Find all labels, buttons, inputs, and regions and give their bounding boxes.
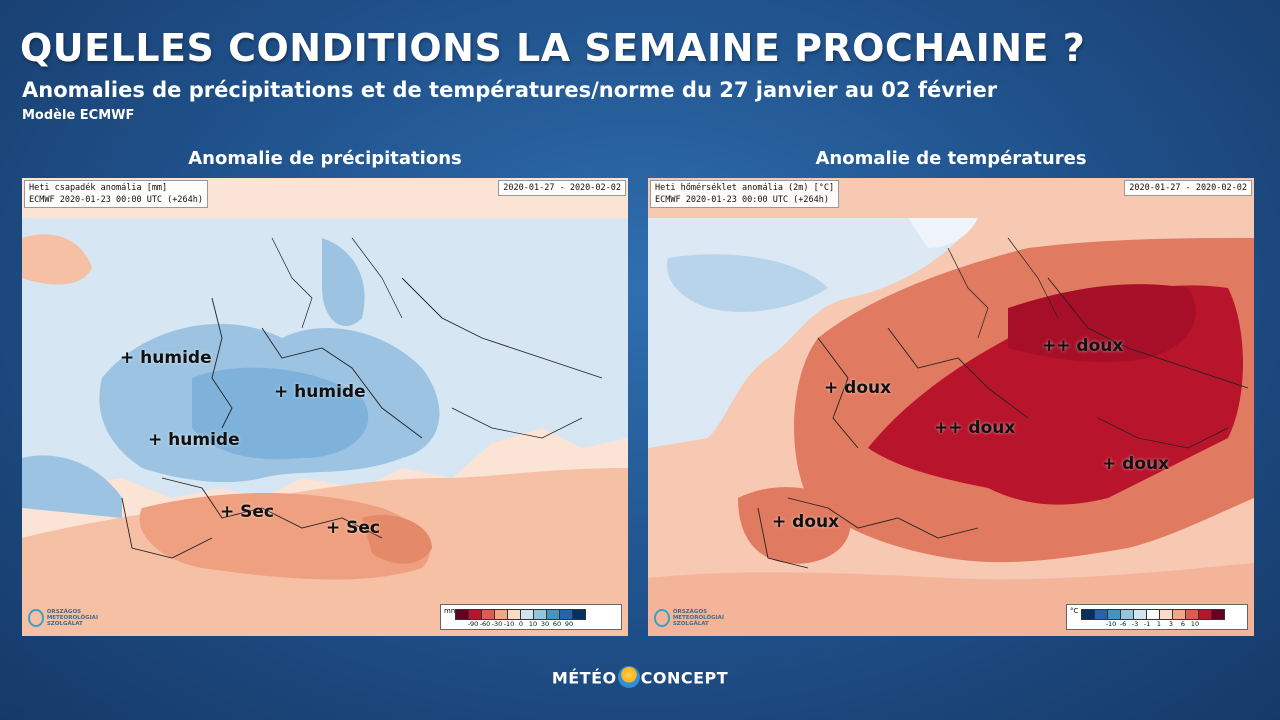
legend-swatch [1212, 609, 1225, 620]
temp-legend-colorbar [1081, 609, 1225, 620]
legend-swatch [495, 609, 508, 620]
legend-swatch [521, 609, 534, 620]
legend-tick-label: 1 [1156, 620, 1162, 628]
legend-tick-label: 90 [564, 620, 574, 628]
brand-part2: CONCEPT [640, 668, 729, 688]
precip-legend-unit: mm [444, 607, 458, 615]
precip-panel-title: Anomalie de précipitations [188, 148, 462, 169]
legend-swatch [482, 609, 495, 620]
legend-swatch [1199, 609, 1212, 620]
precip-legend-colorbar [455, 609, 586, 620]
page-title: QUELLES CONDITIONS LA SEMAINE PROCHAINE … [20, 26, 1086, 70]
legend-swatch [1186, 609, 1199, 620]
temp-legend: °C -10 -6 -3 -1 1 3 6 10 [1066, 604, 1248, 630]
precip-annotation-france: + humide [148, 430, 240, 450]
legend-tick-label: 3 [1168, 620, 1174, 628]
logo-text-line3: SZOLGÁLAT [46, 621, 83, 627]
model-label: Modèle ECMWF [22, 108, 135, 123]
temp-annotation-iberia: + doux [772, 512, 840, 532]
omsz-logo-icon [654, 609, 670, 627]
legend-tick-label: 6 [1180, 620, 1186, 628]
temp-annotation-southeast: + doux [1102, 454, 1170, 474]
temp-map-header: Heti hőmérséklet anomália (2m) [°C] ECMW… [650, 180, 840, 208]
legend-swatch [1147, 609, 1160, 620]
precip-date-range: 2020-01-27 - 2020-02-02 [498, 180, 626, 196]
temp-panel-title: Anomalie de températures [815, 148, 1087, 169]
precip-legend: mm -90 -60 -30 -10 0 10 30 60 90 [440, 604, 622, 630]
logo-text-line3: SZOLGÁLAT [672, 621, 709, 627]
legend-swatch [1134, 609, 1147, 620]
legend-swatch [1095, 609, 1108, 620]
omsz-logo: ORSZÁGOS METEOROLÓGIAI SZOLGÁLAT [654, 606, 724, 630]
logo-text-line1: ORSZÁGOS [46, 609, 82, 615]
legend-swatch [1108, 609, 1121, 620]
legend-swatch [547, 609, 560, 620]
legend-tick-label: -1 [1143, 620, 1151, 628]
legend-tick-label: 0 [518, 620, 524, 628]
legend-swatch [469, 609, 482, 620]
omsz-logo: ORSZÁGOS METEOROLÓGIAI SZOLGÁLAT [28, 606, 98, 630]
legend-tick-label: 10 [528, 620, 538, 628]
temp-header-line2: ECMWF 2020-01-23 00:00 UTC (+264h) [655, 195, 829, 205]
precip-annotation-uk: + humide [120, 348, 212, 368]
temp-legend-unit: °C [1070, 607, 1079, 615]
temp-anomaly-map: Heti hőmérséklet anomália (2m) [°C] ECMW… [648, 178, 1254, 636]
legend-tick-label: -60 [479, 620, 491, 628]
legend-swatch [508, 609, 521, 620]
precip-annotation-iberia: + Sec [220, 502, 275, 522]
logo-text-line2: METEOROLÓGIAI [46, 615, 98, 621]
legend-tick-label: 10 [1190, 620, 1200, 628]
temp-map-graphic [648, 178, 1254, 636]
legend-swatch [455, 609, 469, 620]
logo-text-line2: METEOROLÓGIAI [672, 615, 724, 621]
temp-annotation-east: ++ doux [1042, 336, 1124, 356]
legend-swatch [1081, 609, 1095, 620]
legend-swatch [534, 609, 547, 620]
brand-sun-icon [617, 666, 640, 688]
legend-tick-label: -3 [1131, 620, 1139, 628]
legend-tick-label: -6 [1119, 620, 1127, 628]
temp-date-range: 2020-01-27 - 2020-02-02 [1124, 180, 1252, 196]
brand-part1: MÉTÉO [551, 668, 617, 688]
logo-text-line1: ORSZÁGOS [672, 609, 708, 615]
precip-map-header: Heti csapadék anomália [mm] ECMWF 2020-0… [24, 180, 208, 208]
legend-swatch [560, 609, 573, 620]
legend-tick-label: 30 [540, 620, 550, 628]
legend-swatch [573, 609, 586, 620]
meteo-concept-logo: MÉTÉO CONCEPT [0, 666, 1280, 690]
temp-legend-ticks: -10 -6 -3 -1 1 3 6 10 [1081, 620, 1241, 628]
omsz-logo-icon [28, 609, 44, 627]
precip-anomaly-map: Heti csapadék anomália [mm] ECMWF 2020-0… [22, 178, 628, 636]
legend-tick-label: 60 [552, 620, 562, 628]
legend-swatch [1121, 609, 1134, 620]
precip-header-line1: Heti csapadék anomália [mm] [29, 183, 168, 193]
temp-annotation-benelux: + doux [824, 378, 892, 398]
legend-tick-label: -10 [503, 620, 515, 628]
legend-tick-label: -30 [491, 620, 503, 628]
precip-header-line2: ECMWF 2020-01-23 00:00 UTC (+264h) [29, 195, 203, 205]
temp-header-line1: Heti hőmérséklet anomália (2m) [°C] [655, 183, 835, 193]
legend-swatch [1173, 609, 1186, 620]
legend-tick-label: -90 [467, 620, 479, 628]
precip-map-graphic [22, 178, 628, 636]
page-subtitle: Anomalies de précipitations et de tempér… [22, 78, 998, 102]
precip-annotation-italy: + Sec [326, 518, 381, 538]
legend-tick-label: -10 [1105, 620, 1117, 628]
precip-legend-ticks: -90 -60 -30 -10 0 10 30 60 90 [455, 620, 615, 628]
temp-annotation-central: ++ doux [934, 418, 1016, 438]
precip-annotation-central: + humide [274, 382, 366, 402]
legend-swatch [1160, 609, 1173, 620]
